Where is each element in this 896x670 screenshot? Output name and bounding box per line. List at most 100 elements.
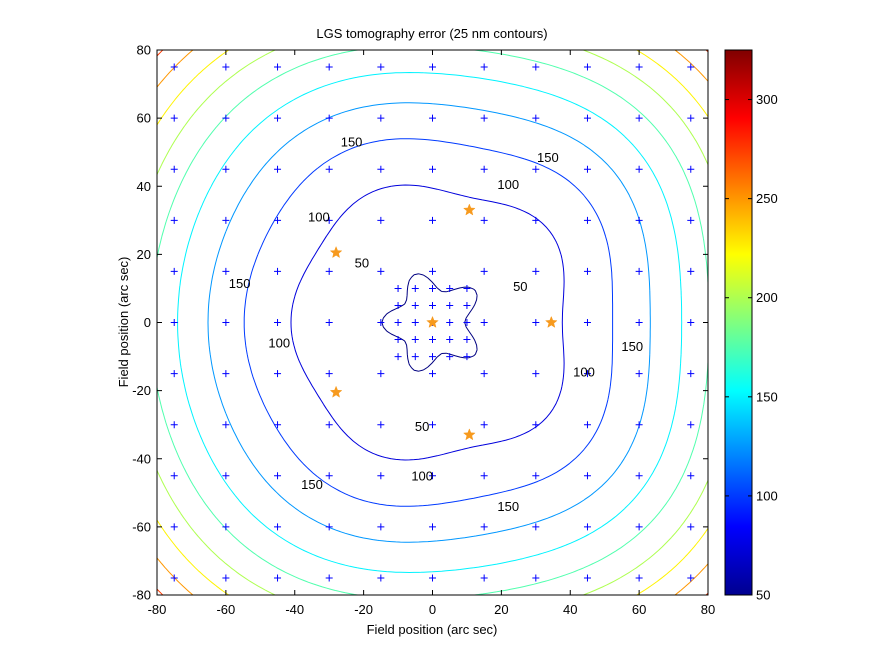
- contour-label: 100: [308, 209, 330, 224]
- plus-marker: [170, 370, 178, 378]
- plus-marker: [532, 165, 540, 173]
- contour-level-50: [381, 273, 478, 372]
- plus-marker: [394, 319, 402, 326]
- plus-marker: [170, 523, 178, 531]
- plus-marker: [377, 319, 385, 326]
- y-tick-label: -20: [132, 383, 151, 398]
- plus-marker: [394, 284, 402, 292]
- guide-star-marker: [462, 203, 476, 216]
- plus-marker: [274, 523, 282, 531]
- plus-marker: [480, 63, 488, 71]
- plus-marker: [429, 165, 436, 173]
- x-tick-label: 80: [701, 602, 715, 617]
- plus-marker: [583, 319, 591, 326]
- plus-marker: [429, 353, 436, 361]
- plus-marker: [532, 370, 540, 378]
- contour-label: 150: [621, 339, 643, 354]
- contour-labels: 50 50 50 100 100 100 100 100 150 150 150 150 150 150: [229, 134, 643, 513]
- x-tick-label: 0: [429, 602, 436, 617]
- plus-marker: [325, 216, 333, 224]
- plus-marker: [222, 267, 230, 275]
- plus-marker: [446, 284, 454, 292]
- plus-marker: [480, 574, 488, 582]
- plus-marker: [463, 353, 471, 361]
- contour-level-200: [157, 50, 708, 595]
- y-tick-label: -80: [132, 588, 151, 603]
- plus-marker: [583, 574, 591, 582]
- plus-marker: [411, 336, 419, 344]
- plus-marker: [635, 165, 643, 173]
- contour-label: 150: [537, 150, 559, 165]
- x-tick-label: -60: [216, 602, 235, 617]
- plus-marker: [170, 114, 178, 122]
- plus-marker: [532, 523, 540, 531]
- plus-marker: [635, 421, 643, 429]
- plus-marker: [222, 574, 230, 582]
- plus-marker: [325, 267, 333, 275]
- x-tick-label: -80: [148, 602, 167, 617]
- plus-marker: [532, 319, 540, 326]
- plus-marker: [377, 421, 385, 429]
- plus-marker: [635, 267, 643, 275]
- plus-marker: [583, 472, 591, 480]
- x-tick-label: -20: [354, 602, 373, 617]
- plus-marker: [170, 216, 178, 224]
- plus-marker: [687, 370, 695, 378]
- colorbar-tick-label: 50: [756, 588, 770, 603]
- plus-marker: [429, 216, 436, 224]
- x-axis-ticks: -80 -60 -40 -20 0 20 40 60 80: [148, 50, 715, 617]
- plus-marker: [635, 370, 643, 378]
- plus-marker: [583, 523, 591, 531]
- y-tick-label: 80: [137, 43, 151, 58]
- plus-marker: [429, 63, 436, 71]
- plus-marker: [687, 523, 695, 531]
- plus-marker: [480, 370, 488, 378]
- plus-marker: [480, 216, 488, 224]
- y-tick-label: 0: [144, 315, 151, 330]
- plus-marker: [532, 421, 540, 429]
- plus-marker: [429, 523, 436, 531]
- contour-level-75: [290, 184, 565, 461]
- plus-marker: [274, 421, 282, 429]
- plus-marker: [583, 267, 591, 275]
- plus-marker: [446, 301, 454, 309]
- plus-marker: [325, 421, 333, 429]
- plus-marker: [170, 63, 178, 71]
- plus-marker: [325, 472, 333, 480]
- guide-star-marker: [462, 428, 476, 441]
- plus-marker: [325, 523, 333, 531]
- x-axis-label: Field position (arc sec): [367, 622, 498, 637]
- chart-title: LGS tomography error (25 nm contours): [316, 26, 547, 41]
- plus-marker: [429, 114, 436, 122]
- y-tick-label: -40: [132, 451, 151, 466]
- colorbar-tick-label: 100: [756, 488, 778, 503]
- contour-label: 50: [415, 419, 429, 434]
- plus-marker: [480, 472, 488, 480]
- plus-marker: [687, 165, 695, 173]
- plus-marker: [274, 114, 282, 122]
- contour-label: 100: [411, 468, 433, 483]
- plus-marker: [446, 336, 454, 344]
- plus-marker: [687, 421, 695, 429]
- plus-marker: [170, 319, 178, 326]
- x-tick-label: 20: [494, 602, 508, 617]
- contour-label: 100: [268, 335, 290, 350]
- contour-level-225: [157, 50, 708, 595]
- plus-marker: [446, 353, 454, 361]
- plus-marker: [222, 114, 230, 122]
- plus-marker: [583, 114, 591, 122]
- plus-marker: [480, 421, 488, 429]
- plus-marker: [463, 319, 471, 326]
- measurement-markers: [170, 63, 695, 582]
- plus-marker: [446, 319, 454, 326]
- plus-marker: [170, 267, 178, 275]
- y-axis-label: Field position (arc sec): [116, 257, 131, 388]
- plus-marker: [583, 63, 591, 71]
- plus-marker: [222, 421, 230, 429]
- contour-label: 150: [497, 499, 519, 514]
- plus-marker: [429, 370, 436, 378]
- plus-marker: [274, 319, 282, 326]
- plus-marker: [411, 284, 419, 292]
- plus-marker: [532, 216, 540, 224]
